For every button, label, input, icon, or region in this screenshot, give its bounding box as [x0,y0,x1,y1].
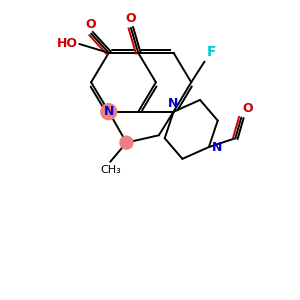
Text: N: N [168,97,179,110]
Text: N: N [103,105,114,118]
Text: HO: HO [57,38,78,50]
Text: CH₃: CH₃ [100,165,121,175]
Circle shape [120,136,133,149]
Text: F: F [207,45,216,59]
Text: O: O [243,102,254,115]
Text: O: O [86,18,96,31]
Text: O: O [125,12,136,26]
Text: N: N [212,141,222,154]
Circle shape [101,104,117,120]
